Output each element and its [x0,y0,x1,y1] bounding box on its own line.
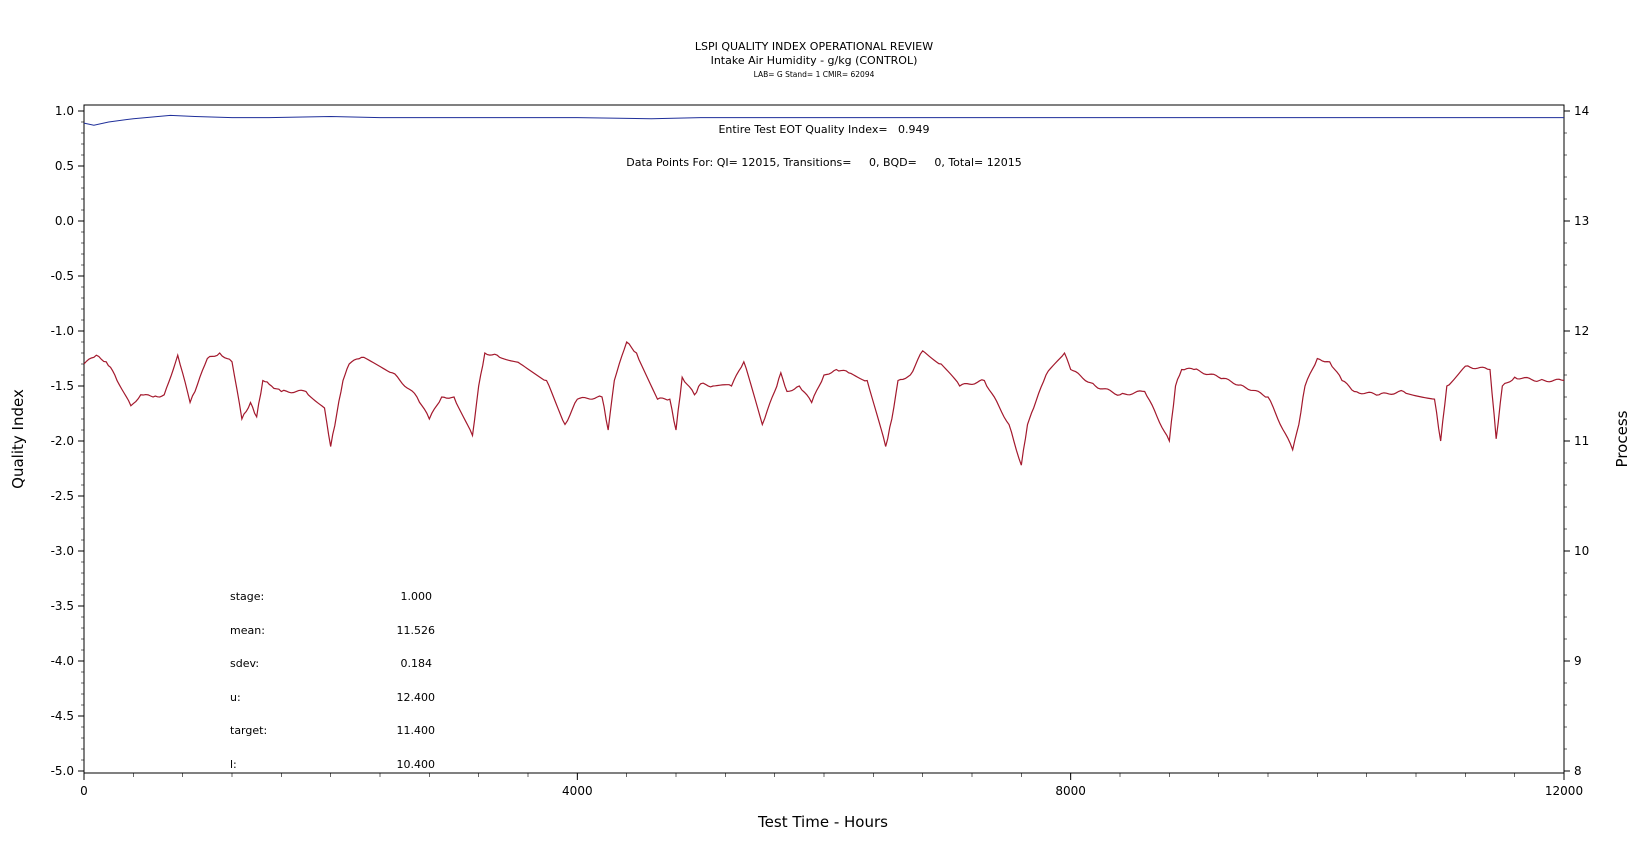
stat-value-l: 10.400 [397,758,436,771]
x-tick-label: 4000 [562,784,593,798]
y-tick-label: -3.0 [51,544,74,558]
stat-value-u: 12.400 [397,691,436,704]
y-axis-title: Quality Index [9,389,27,489]
stat-value-mean: 11.526 [397,624,436,637]
x-axis: 0 4000 8000 12000 [80,773,1583,798]
stat-label-mean: mean: [230,624,265,637]
stat-value-target: 11.400 [397,724,436,737]
stats-block: stage: 1.000 mean: 11.526 sdev: 0.184 u:… [230,590,435,771]
y-tick-label: 1.0 [55,104,74,118]
y2-tick-label: 11 [1574,434,1589,448]
y-tick-label: 0.0 [55,214,74,228]
y-tick-label: -2.5 [51,489,74,503]
stat-label-stage: stage: [230,590,264,603]
y2-tick-label: 10 [1574,544,1589,558]
process-series-line [83,341,1565,466]
stat-label-l: l: [230,758,237,771]
stat-label-target: target: [230,724,267,737]
stat-value-sdev: 0.184 [401,657,433,670]
x-tick-label: 8000 [1055,784,1086,798]
y-tick-label: -4.5 [51,709,74,723]
y2-tick-label: 8 [1574,764,1582,778]
y-tick-label: -1.0 [51,324,74,338]
quality-index-series-line [83,114,1564,126]
x-axis-title: Test Time - Hours [757,813,888,831]
x-tick-label: 12000 [1545,784,1583,798]
series-layer [83,114,1565,466]
y2-tick-label: 14 [1574,104,1589,118]
y-tick-label: -5.0 [51,764,74,778]
y-tick-label: -4.0 [51,654,74,668]
y-tick-label: 0.5 [55,159,74,173]
y2-tick-label: 12 [1574,324,1589,338]
y2-tick-label: 9 [1574,654,1582,668]
chart-subtitle-small: LAB= G Stand= 1 CMIR= 62094 [754,70,875,79]
annotation-quality-index: Entire Test EOT Quality Index= 0.949 [718,123,929,136]
stat-label-u: u: [230,691,241,704]
chart-subtitle: Intake Air Humidity - g/kg (CONTROL) [711,54,918,67]
y2-tick-label: 13 [1574,214,1589,228]
y-axis-right: 14 13 12 11 10 9 8 [1564,104,1589,778]
y-tick-label: -0.5 [51,269,74,283]
y-axis-left: 1.0 0.5 0.0 -0.5 -1.0 -1.5 -2.0 -2.5 -3.0 -3.5 -4.… [51,104,84,778]
chart-title: LSPI QUALITY INDEX OPERATIONAL REVIEW [695,40,933,53]
stat-value-stage: 1.000 [401,590,433,603]
y-tick-label: -3.5 [51,599,74,613]
y-tick-label: -2.0 [51,434,74,448]
x-tick-label: 0 [80,784,88,798]
y2-axis-title: Process [1613,410,1631,467]
annotation-data-points: Data Points For: QI= 12015, Transitions=… [626,156,1021,169]
plot-frame [83,104,1565,774]
chart-titles: LSPI QUALITY INDEX OPERATIONAL REVIEW In… [695,40,933,79]
y-tick-label: -1.5 [51,379,74,393]
stat-label-sdev: sdev: [230,657,259,670]
